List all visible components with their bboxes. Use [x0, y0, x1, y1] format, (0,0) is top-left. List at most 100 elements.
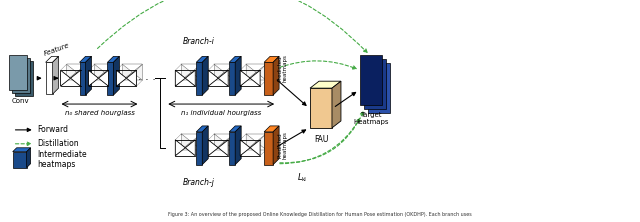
Polygon shape — [104, 64, 115, 80]
Polygon shape — [364, 59, 386, 109]
Polygon shape — [229, 56, 241, 62]
Polygon shape — [181, 64, 191, 80]
Polygon shape — [224, 64, 234, 80]
FancyArrowPatch shape — [97, 0, 367, 52]
Polygon shape — [224, 134, 234, 150]
Polygon shape — [186, 70, 195, 86]
Polygon shape — [360, 55, 382, 105]
Polygon shape — [229, 126, 241, 132]
Polygon shape — [240, 70, 250, 86]
Polygon shape — [181, 134, 191, 150]
Polygon shape — [332, 81, 341, 128]
Text: Feature: Feature — [43, 42, 70, 57]
Polygon shape — [246, 64, 256, 80]
Polygon shape — [99, 70, 108, 86]
Polygon shape — [264, 56, 279, 62]
Polygon shape — [214, 134, 224, 150]
Polygon shape — [368, 63, 390, 113]
Polygon shape — [218, 70, 228, 86]
Polygon shape — [79, 56, 92, 62]
Polygon shape — [264, 62, 273, 95]
Polygon shape — [186, 140, 195, 156]
Polygon shape — [214, 64, 224, 80]
Polygon shape — [13, 148, 31, 152]
Polygon shape — [45, 62, 52, 94]
Polygon shape — [250, 140, 260, 156]
Polygon shape — [196, 56, 208, 62]
Polygon shape — [235, 56, 241, 95]
FancyArrowPatch shape — [15, 142, 31, 145]
Polygon shape — [196, 132, 202, 165]
Polygon shape — [191, 64, 201, 80]
Polygon shape — [196, 126, 208, 132]
Polygon shape — [229, 62, 235, 95]
Polygon shape — [250, 70, 260, 86]
Polygon shape — [264, 132, 273, 165]
Polygon shape — [202, 126, 208, 165]
Polygon shape — [61, 70, 70, 86]
Polygon shape — [15, 61, 33, 96]
Polygon shape — [235, 126, 241, 165]
Polygon shape — [113, 56, 120, 95]
Polygon shape — [9, 55, 27, 90]
Polygon shape — [132, 64, 142, 80]
Text: FAU: FAU — [314, 135, 328, 144]
Polygon shape — [208, 140, 218, 156]
FancyArrowPatch shape — [277, 80, 306, 105]
Polygon shape — [13, 152, 27, 168]
Text: Predicted
heatmaps: Predicted heatmaps — [277, 54, 288, 82]
Polygon shape — [191, 134, 201, 150]
FancyArrowPatch shape — [54, 77, 58, 80]
Polygon shape — [45, 56, 59, 62]
Polygon shape — [77, 64, 86, 80]
Text: n₁ individual hourglass: n₁ individual hourglass — [181, 110, 261, 116]
Polygon shape — [310, 88, 332, 128]
FancyArrowPatch shape — [335, 92, 356, 106]
Polygon shape — [122, 64, 132, 80]
Polygon shape — [256, 134, 266, 150]
Polygon shape — [229, 132, 235, 165]
Text: L: L — [298, 173, 302, 182]
Polygon shape — [79, 62, 86, 95]
Text: · · ·: · · · — [138, 75, 156, 85]
Text: Predicted
heatmaps: Predicted heatmaps — [277, 131, 288, 159]
Polygon shape — [208, 70, 218, 86]
Polygon shape — [108, 56, 120, 62]
Polygon shape — [264, 126, 279, 132]
Polygon shape — [240, 140, 250, 156]
Polygon shape — [218, 140, 228, 156]
Polygon shape — [202, 56, 208, 95]
Polygon shape — [108, 62, 113, 95]
FancyArrowPatch shape — [15, 128, 31, 132]
Text: Forward: Forward — [38, 125, 68, 134]
Polygon shape — [273, 56, 279, 95]
Text: Branch-i: Branch-i — [182, 37, 214, 46]
Text: Conv: Conv — [12, 98, 29, 104]
Polygon shape — [310, 81, 341, 88]
Polygon shape — [12, 58, 29, 93]
Polygon shape — [273, 126, 279, 165]
Polygon shape — [116, 70, 127, 86]
Text: n₀ shared hourglass: n₀ shared hourglass — [65, 110, 134, 116]
FancyArrowPatch shape — [280, 112, 364, 163]
Polygon shape — [67, 64, 77, 80]
Polygon shape — [175, 70, 186, 86]
Polygon shape — [246, 134, 256, 150]
Polygon shape — [27, 148, 31, 168]
Text: kl: kl — [301, 177, 307, 182]
Polygon shape — [88, 70, 99, 86]
Polygon shape — [196, 62, 202, 95]
FancyArrowPatch shape — [37, 77, 40, 80]
Polygon shape — [52, 56, 59, 94]
Text: Distillation: Distillation — [38, 139, 79, 148]
Polygon shape — [127, 70, 136, 86]
Polygon shape — [95, 64, 104, 80]
FancyArrowPatch shape — [278, 130, 305, 146]
Polygon shape — [86, 56, 92, 95]
Text: Branch-j: Branch-j — [182, 178, 214, 186]
FancyArrowPatch shape — [280, 119, 360, 164]
Polygon shape — [175, 140, 186, 156]
Text: Figure 3: An overview of the proposed Online Knowledge Distillation for Human Po: Figure 3: An overview of the proposed On… — [168, 212, 472, 217]
FancyArrowPatch shape — [280, 61, 356, 69]
Text: Target
Heatmaps: Target Heatmaps — [353, 112, 388, 125]
